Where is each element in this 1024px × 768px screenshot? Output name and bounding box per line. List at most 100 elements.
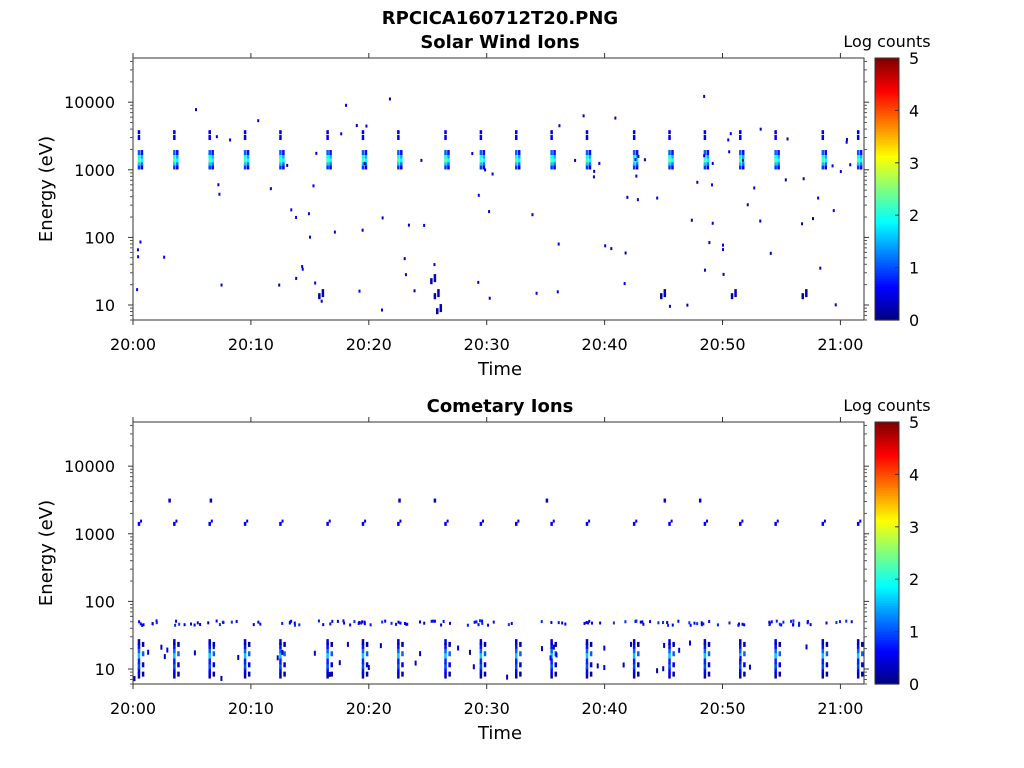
colorbar-segment <box>875 92 899 96</box>
heatmap-cell <box>175 619 178 623</box>
colorbar-segment <box>875 618 899 622</box>
heatmap-cell <box>845 619 848 623</box>
heatmap-cell <box>137 157 141 163</box>
heatmap-cell <box>515 160 518 166</box>
heatmap-cell <box>491 172 494 176</box>
heatmap-cell <box>361 658 365 665</box>
heatmap-cell <box>279 652 282 659</box>
heatmap-cell <box>361 667 365 674</box>
heatmap-cell <box>549 655 552 661</box>
heatmap-cell <box>447 150 450 156</box>
heatmap-cell <box>173 663 176 670</box>
heatmap-cell <box>481 519 484 523</box>
heatmap-cell <box>444 672 447 679</box>
colorbar-segment <box>875 466 899 470</box>
x-tick-label: 21:00 <box>817 699 863 718</box>
heatmap-cell <box>321 289 325 298</box>
heatmap-cell <box>482 157 486 163</box>
heatmap-cell <box>753 186 756 190</box>
heatmap-cell <box>775 619 778 623</box>
heatmap-cell <box>293 623 296 627</box>
heatmap-cell <box>663 289 667 298</box>
heatmap-cell <box>397 153 400 159</box>
heatmap-cell <box>279 647 282 654</box>
heatmap-cell <box>552 644 555 650</box>
heatmap-cell <box>365 662 369 668</box>
heatmap-cell <box>748 664 751 670</box>
heatmap-cell <box>444 652 447 659</box>
heatmap-cell <box>556 290 559 294</box>
heatmap-cell <box>137 658 141 665</box>
heatmap-cell <box>550 667 553 674</box>
heatmap-cell <box>397 667 400 674</box>
heatmap-cell <box>328 671 331 677</box>
heatmap-cell <box>635 174 638 178</box>
colorbar-segment <box>875 175 899 180</box>
heatmap-cell <box>479 652 483 659</box>
colorbar-segment <box>875 126 899 130</box>
heatmap-cell <box>147 649 150 655</box>
colorbar-segment <box>875 81 899 85</box>
heatmap-cell <box>834 303 837 307</box>
heatmap-cell <box>801 293 805 300</box>
heatmap-cell <box>479 658 483 665</box>
heatmap-cell <box>839 170 842 174</box>
colorbar-segment <box>875 191 899 195</box>
heatmap-cell <box>338 660 341 666</box>
heatmap-cell <box>550 658 553 665</box>
heatmap-cell <box>809 623 812 627</box>
heatmap-cell <box>774 160 777 166</box>
colorbar-segment <box>875 437 899 441</box>
heatmap-cell <box>364 164 368 170</box>
heatmap-cell <box>313 650 316 656</box>
heatmap-cell <box>444 663 447 670</box>
heatmap-cell <box>361 157 365 163</box>
heatmap-cell <box>243 521 247 526</box>
heatmap-cell <box>821 160 825 166</box>
heatmap-cell <box>554 671 558 677</box>
heatmap-cell <box>770 620 773 624</box>
heatmap-cell <box>635 150 639 156</box>
heatmap-cell <box>553 153 556 159</box>
colorbar-segment <box>875 178 899 182</box>
colorbar-segment <box>875 78 899 83</box>
heatmap-cell <box>540 620 543 624</box>
colorbar-segment <box>875 422 899 426</box>
colorbar-segment <box>875 236 899 240</box>
colorbar-segment <box>875 581 899 586</box>
heatmap-cell <box>247 671 251 677</box>
heatmap-cell <box>401 662 404 668</box>
heatmap-cell <box>397 652 400 659</box>
heatmap-cell <box>743 623 746 627</box>
colorbar-segment <box>875 293 899 298</box>
heatmap-cell <box>702 622 705 626</box>
colorbar-segment <box>875 304 899 308</box>
heatmap-cell <box>361 521 365 526</box>
heatmap-cell <box>585 672 589 679</box>
colorbar-segment <box>875 513 899 517</box>
x-axis-label-solar-wind: Time <box>477 359 522 380</box>
heatmap-cell <box>367 664 370 670</box>
heatmap-cell <box>326 135 329 141</box>
heatmap-cell <box>585 160 589 166</box>
colorbar-segment <box>875 497 899 502</box>
colorbar-segment <box>875 149 899 153</box>
heatmap-cell <box>279 663 282 670</box>
heatmap-cell <box>583 621 586 625</box>
heatmap-cell <box>589 671 593 677</box>
heatmap-cell <box>155 619 158 623</box>
heatmap-cell <box>174 623 177 627</box>
heatmap-cell <box>137 160 141 166</box>
heatmap-cell <box>364 160 368 166</box>
colorbar-segment <box>875 147 899 151</box>
colorbar-segment <box>875 665 899 669</box>
heatmap-cell <box>479 647 483 654</box>
heatmap-cell <box>739 130 742 135</box>
colorbar-segment <box>875 542 899 546</box>
heatmap-cell <box>173 135 176 141</box>
colorbar-segment <box>875 660 899 664</box>
heatmap-cell <box>825 671 829 677</box>
heatmap-cell <box>703 157 707 163</box>
colorbar-segment <box>875 676 899 680</box>
colorbar-segment <box>875 477 899 481</box>
